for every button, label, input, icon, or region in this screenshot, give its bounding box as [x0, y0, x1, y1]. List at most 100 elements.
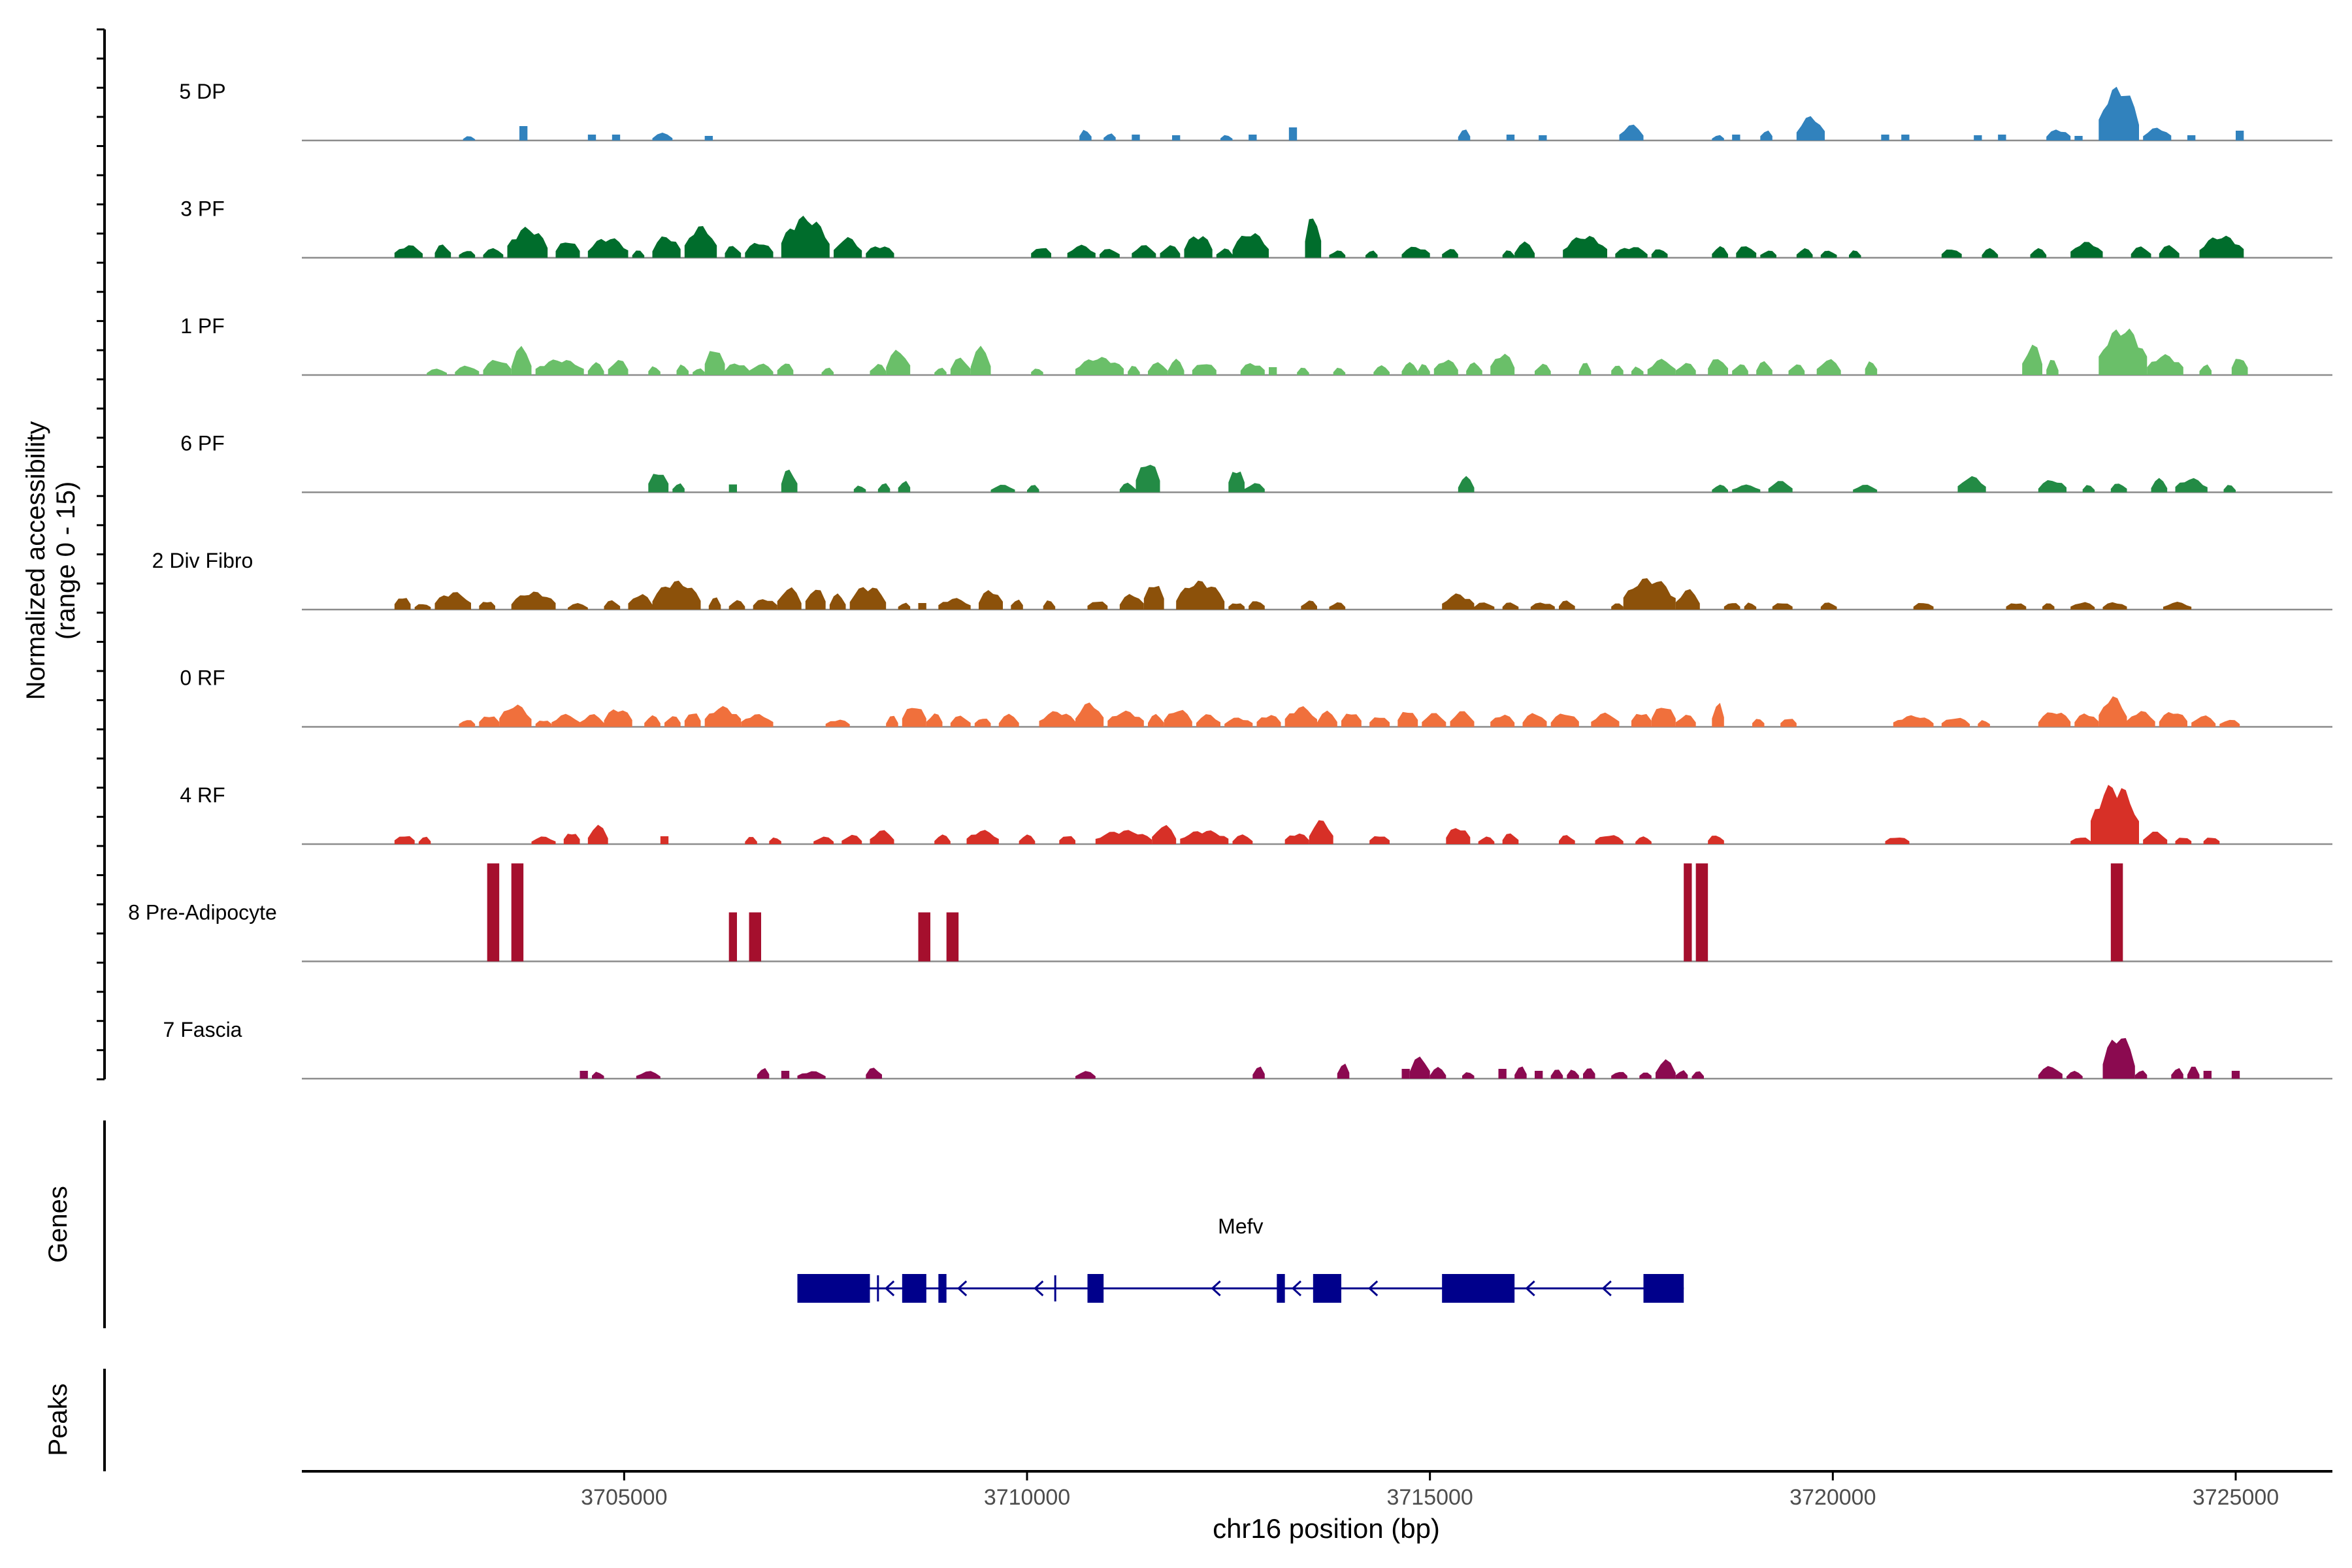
coverage-peak: [1369, 717, 1390, 727]
coverage-peak: [1760, 130, 1772, 140]
coverage-peak: [805, 589, 826, 610]
coverage-peak: [1220, 135, 1233, 140]
coverage-peak: [934, 834, 951, 844]
coverage-peak: [1732, 135, 1740, 140]
track-label: 5 DP: [179, 80, 225, 103]
coverage-peak: [2175, 478, 2208, 493]
coverage-peak: [1708, 836, 1724, 844]
coverage-peak: [1885, 838, 1910, 844]
coverage-peak: [2151, 478, 2168, 493]
coverage-peak: [1087, 601, 1108, 610]
coverage-peak: [1228, 471, 1245, 493]
coverage-peak: [2231, 359, 2248, 375]
coverage-peak: [886, 715, 898, 727]
coverage-peak: [1712, 702, 1724, 727]
coverage-peak: [821, 367, 834, 375]
coverage-peak: [2102, 1037, 2135, 1079]
coverage-peak: [1031, 248, 1051, 258]
coverage-peak: [2006, 603, 2027, 610]
coverage-peak: [1974, 135, 1982, 140]
coverage-peak: [1095, 830, 1152, 844]
coverage-peak: [628, 594, 653, 610]
coverage-peak: [511, 591, 556, 610]
coverage-peak: [708, 597, 721, 610]
coverage-peak: [1788, 364, 1805, 375]
coverage-peak: [870, 830, 894, 844]
coverage-peak: [1019, 834, 1036, 844]
coverage-peak: [2091, 785, 2139, 844]
coverage-peak: [979, 590, 1003, 610]
coverage-peak: [2131, 246, 2151, 258]
strand-arrow: [1525, 1280, 1535, 1297]
coverage-peak: [1067, 244, 1096, 258]
coverage-peak: [507, 227, 548, 258]
coverage-peak: [1563, 236, 1607, 258]
coverage-peak: [1539, 135, 1547, 140]
coverage-peak: [1245, 483, 1265, 493]
coverage-peak: [866, 1068, 882, 1079]
coverage-peak: [479, 602, 495, 610]
track-8-pre-adipocyte: 8 Pre-Adipocyte: [128, 863, 2332, 962]
track-label: 3 PF: [180, 197, 225, 221]
track-6-pf: 6 PF: [180, 432, 2332, 493]
coverage-peak: [648, 474, 669, 493]
coverage-peak: [898, 481, 911, 493]
x-axis-title: chr16 position (bp): [1213, 1513, 1440, 1544]
coverage-peak: [870, 364, 887, 375]
x-tick-label: 3705000: [581, 1485, 667, 1510]
coverage-peak: [1401, 246, 1430, 258]
coverage-peak: [2159, 245, 2180, 258]
coverage-peak: [463, 136, 476, 140]
strand-arrow: [1367, 1280, 1379, 1297]
coverage-peak: [1329, 250, 1346, 258]
coverage-peak: [487, 863, 500, 962]
coverage-peak: [1611, 365, 1624, 375]
coverage-peak: [1119, 482, 1136, 493]
gene-exon: [1643, 1274, 1684, 1303]
coverage-peak: [1039, 711, 1075, 727]
coverage-peak: [2127, 711, 2155, 727]
coverage-peak: [886, 350, 911, 375]
coverage-peak: [592, 1071, 604, 1079]
coverage-peak: [753, 599, 777, 610]
coverage-peak: [725, 363, 749, 375]
coverage-peak: [1180, 830, 1229, 844]
coverage-peak: [2070, 838, 2091, 844]
coverage-peak: [1998, 135, 2006, 140]
coverage-peak: [2147, 354, 2183, 375]
coverage-peak: [1708, 359, 1728, 375]
coverage-peak: [2066, 1071, 2083, 1079]
peaks-axis-title: Peaks: [44, 1383, 73, 1456]
coverage-peak: [1490, 714, 1515, 727]
coverage-peak: [2110, 863, 2123, 962]
coverage-peak: [1623, 578, 1676, 610]
coverage-peak: [2231, 1071, 2240, 1079]
coverage-peak: [1252, 1066, 1265, 1079]
coverage-peak: [728, 600, 745, 610]
coverage-peak: [2099, 328, 2148, 375]
coverage-peak: [877, 483, 890, 493]
track-label: 0 RF: [180, 666, 225, 690]
gene-exon: [1277, 1274, 1285, 1303]
gene-exon: [797, 1274, 870, 1303]
coverage-peak: [1651, 708, 1676, 727]
coverage-peak: [1458, 476, 1475, 493]
x-tick-label: 3715000: [1386, 1485, 1473, 1510]
coverage-peak: [499, 704, 532, 727]
coverage-peak: [1422, 713, 1446, 727]
coverage-peak: [1107, 710, 1144, 727]
coverage-peak: [1031, 368, 1043, 375]
coverage-peak: [1176, 580, 1225, 610]
coverage-peak: [1401, 1069, 1410, 1079]
coverage-peak: [1027, 485, 1039, 493]
coverage-peak: [2074, 713, 2099, 727]
coverage-peak: [2187, 1066, 2200, 1079]
coverage-peak: [1333, 367, 1346, 375]
coverage-peak: [2070, 242, 2103, 258]
coverage-peak: [704, 351, 725, 375]
coverage-peak: [1256, 715, 1281, 727]
coverage-peak: [1172, 135, 1181, 140]
coverage-peak: [1591, 712, 1620, 727]
coverage-peak: [1301, 600, 1317, 610]
coverage-peak: [1079, 129, 1092, 140]
